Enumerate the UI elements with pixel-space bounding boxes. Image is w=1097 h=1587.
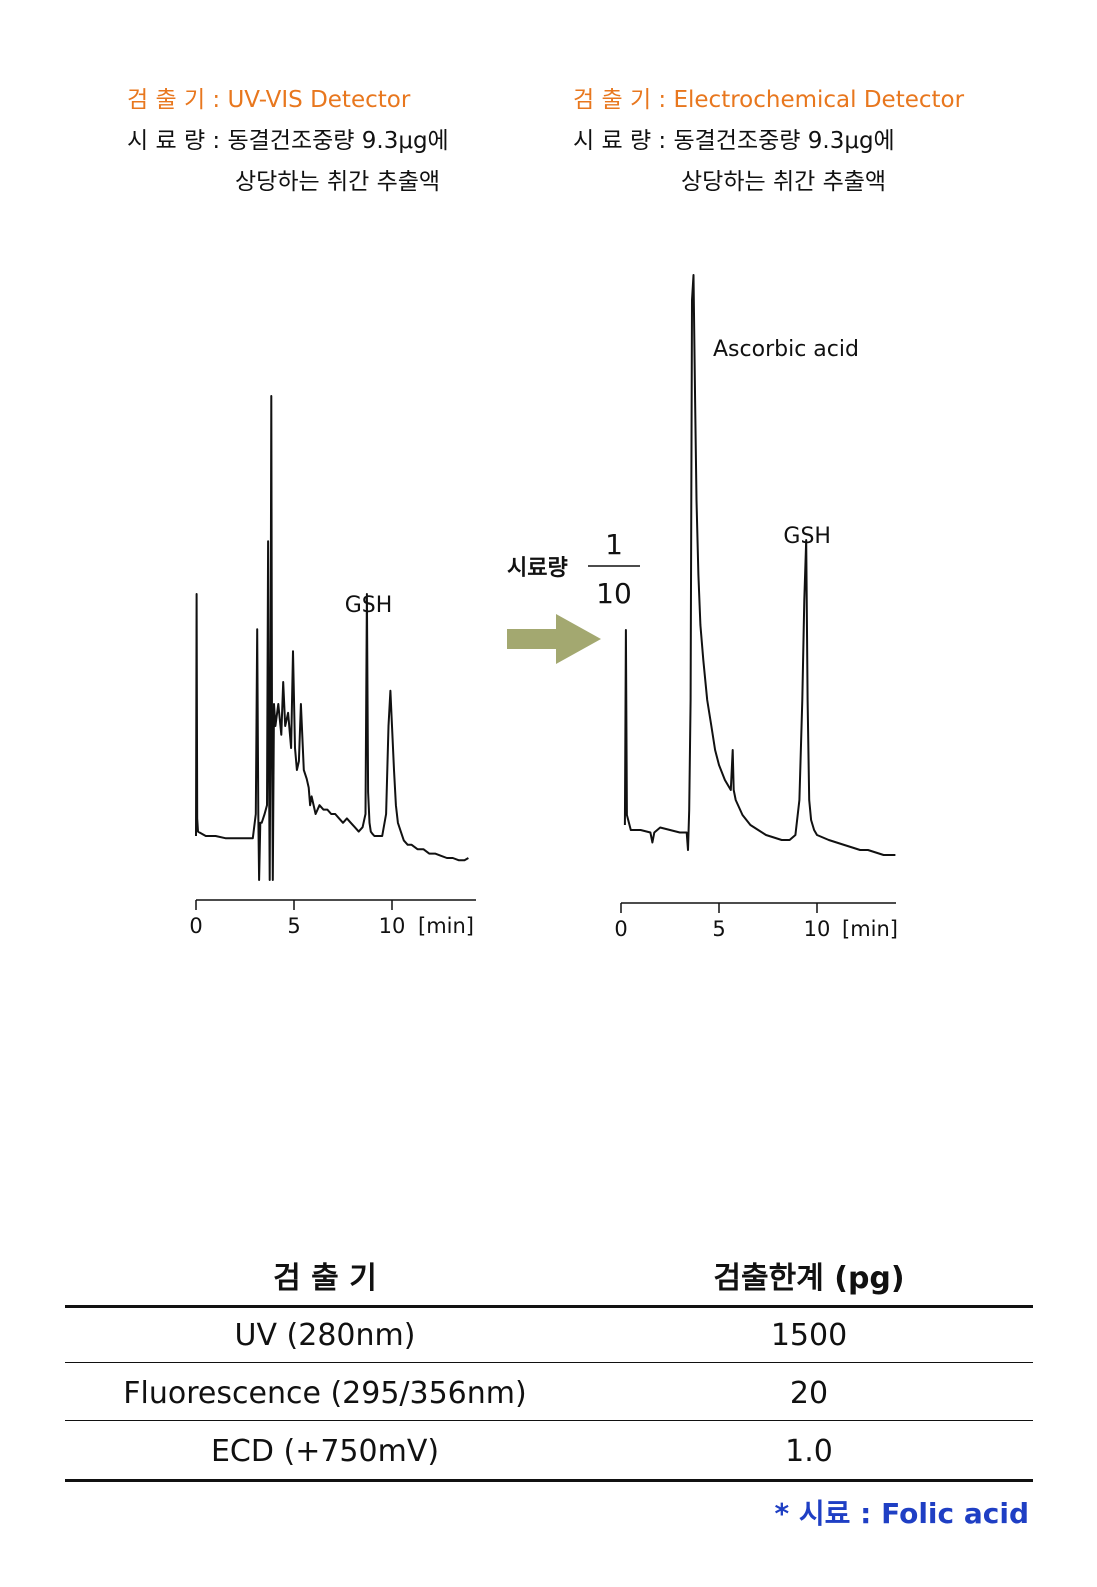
right-detector-label: 검 출 기 : Electrochemical Detector (573, 87, 965, 113)
ecd-peak-label-gsh: GSH (783, 524, 831, 549)
x-tick-label: 10 (804, 917, 831, 941)
left-sample-label: 시 료 량 : 동결건조중량 9.3μg에 (127, 128, 449, 154)
uv-x-ticks: 0 5 10 (189, 900, 405, 938)
chromatogram-ecd: 0 5 10 [min] Ascorbic acid GSH (614, 274, 898, 941)
table-top-rule (65, 1305, 1033, 1308)
uv-peak-label-gsh: GSH (345, 593, 393, 618)
chromatogram-uv: 0 5 10 [min] GSH (189, 395, 476, 938)
table-cell-detector: UV (280nm) (234, 1318, 416, 1353)
sample-ratio-arrow: 시료량 1 10 (507, 528, 640, 664)
x-tick-label: 5 (712, 917, 725, 941)
ratio-numerator: 1 (605, 528, 623, 561)
left-detector-label: 검 출 기 : UV-VIS Detector (127, 87, 411, 113)
chromatogram-figure: 0 5 10 [min] GSH 0 5 10 [min] Ascorbic acid … (189, 274, 898, 941)
table-cell-limit: 20 (789, 1376, 829, 1411)
footnote-sample: * 시료 : Folic acid (774, 1497, 1029, 1530)
x-tick-label: 0 (189, 914, 202, 938)
table-row-divider (65, 1362, 1033, 1363)
x-tick-label: 0 (614, 917, 627, 941)
table-bottom-rule (65, 1479, 1033, 1482)
table-cell-detector: Fluorescence (295/356nm) (123, 1376, 527, 1411)
ecd-x-unit: [min] (842, 917, 898, 941)
right-sample-label-cont: 상당하는 취간 추출액 (681, 169, 887, 195)
ecd-x-ticks: 0 5 10 (614, 903, 830, 941)
x-tick-label: 10 (379, 914, 406, 938)
table-cell-limit: 1500 (770, 1318, 848, 1353)
table-header-detector: 검 출 기 (273, 1261, 377, 1296)
table-cell-detector: ECD (+750mV) (210, 1434, 440, 1469)
table-header-detection-limit: 검출한계 (pg) (713, 1261, 905, 1296)
right-arrow-icon (507, 614, 601, 664)
ecd-chromatogram-trace (623, 274, 896, 856)
right-sample-label: 시 료 량 : 동결건조중량 9.3μg에 (573, 128, 895, 154)
uv-chromatogram-trace (195, 395, 469, 881)
table-row-divider (65, 1420, 1033, 1421)
left-sample-label-cont: 상당하는 취간 추출액 (235, 169, 441, 195)
sample-ratio-label: 시료량 (507, 556, 568, 581)
ratio-denominator: 10 (596, 577, 632, 610)
uv-x-unit: [min] (418, 914, 474, 938)
ecd-peak-label-ascorbic-acid: Ascorbic acid (713, 337, 859, 362)
table-cell-limit: 1.0 (785, 1434, 833, 1469)
x-tick-label: 5 (287, 914, 300, 938)
